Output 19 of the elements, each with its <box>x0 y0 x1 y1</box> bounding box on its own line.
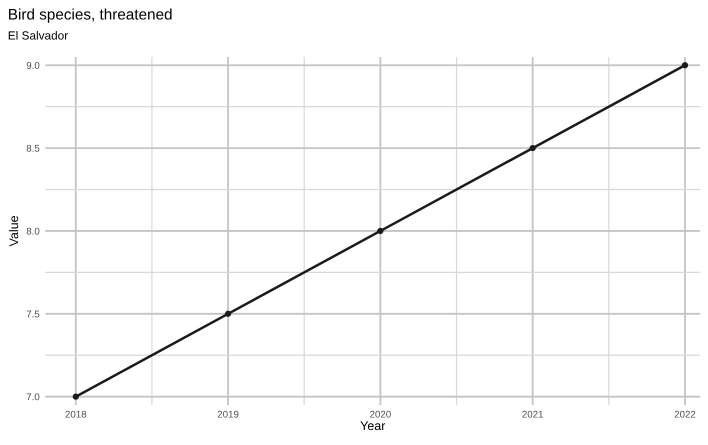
chart-subtitle: El Salvador <box>8 30 68 40</box>
y-tick-label: 7.0 <box>26 393 40 400</box>
y-tick-label: 7.5 <box>26 310 40 318</box>
y-tick-label: 9.0 <box>26 62 40 69</box>
x-tick-label: 2018 <box>65 410 86 418</box>
y-tick-label: 8.0 <box>26 228 40 235</box>
x-tick-label: 2019 <box>218 410 238 418</box>
point <box>72 394 79 400</box>
x-axis-title: Year <box>360 421 386 430</box>
y-tick-label: 8.5 <box>26 144 40 152</box>
x-tick-label: 2022 <box>674 410 696 418</box>
point <box>224 310 232 317</box>
point <box>377 228 384 234</box>
point <box>682 62 688 68</box>
x-tick-label: 2021 <box>522 410 544 418</box>
chart-title: Bird species, threatened <box>9 8 172 23</box>
x-tick-label: 2020 <box>370 410 391 418</box>
y-axis-title: Value <box>9 216 18 246</box>
point <box>530 144 536 152</box>
